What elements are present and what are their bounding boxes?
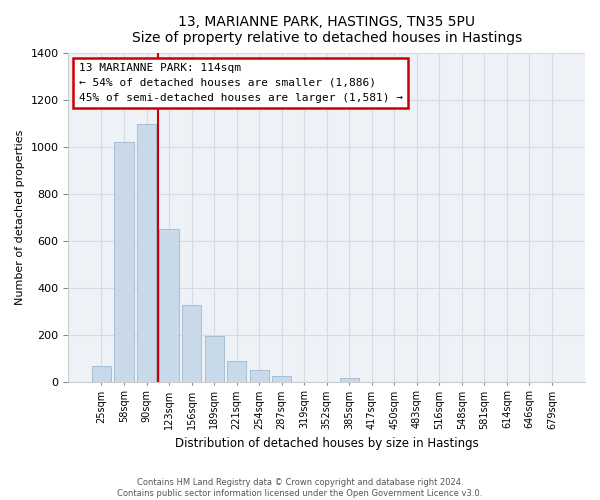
X-axis label: Distribution of detached houses by size in Hastings: Distribution of detached houses by size … bbox=[175, 437, 479, 450]
Bar bbox=[272, 376, 291, 382]
Bar bbox=[182, 306, 201, 382]
Bar bbox=[137, 124, 156, 382]
Y-axis label: Number of detached properties: Number of detached properties bbox=[15, 130, 25, 305]
Bar bbox=[227, 360, 246, 382]
Title: 13, MARIANNE PARK, HASTINGS, TN35 5PU
Size of property relative to detached hous: 13, MARIANNE PARK, HASTINGS, TN35 5PU Si… bbox=[131, 15, 522, 45]
Bar bbox=[115, 142, 134, 382]
Bar bbox=[92, 366, 111, 382]
Bar bbox=[250, 370, 269, 382]
Bar bbox=[160, 229, 179, 382]
Text: 13 MARIANNE PARK: 114sqm
← 54% of detached houses are smaller (1,886)
45% of sem: 13 MARIANNE PARK: 114sqm ← 54% of detach… bbox=[79, 63, 403, 103]
Text: Contains HM Land Registry data © Crown copyright and database right 2024.
Contai: Contains HM Land Registry data © Crown c… bbox=[118, 478, 482, 498]
Bar bbox=[205, 336, 224, 382]
Bar bbox=[340, 378, 359, 382]
